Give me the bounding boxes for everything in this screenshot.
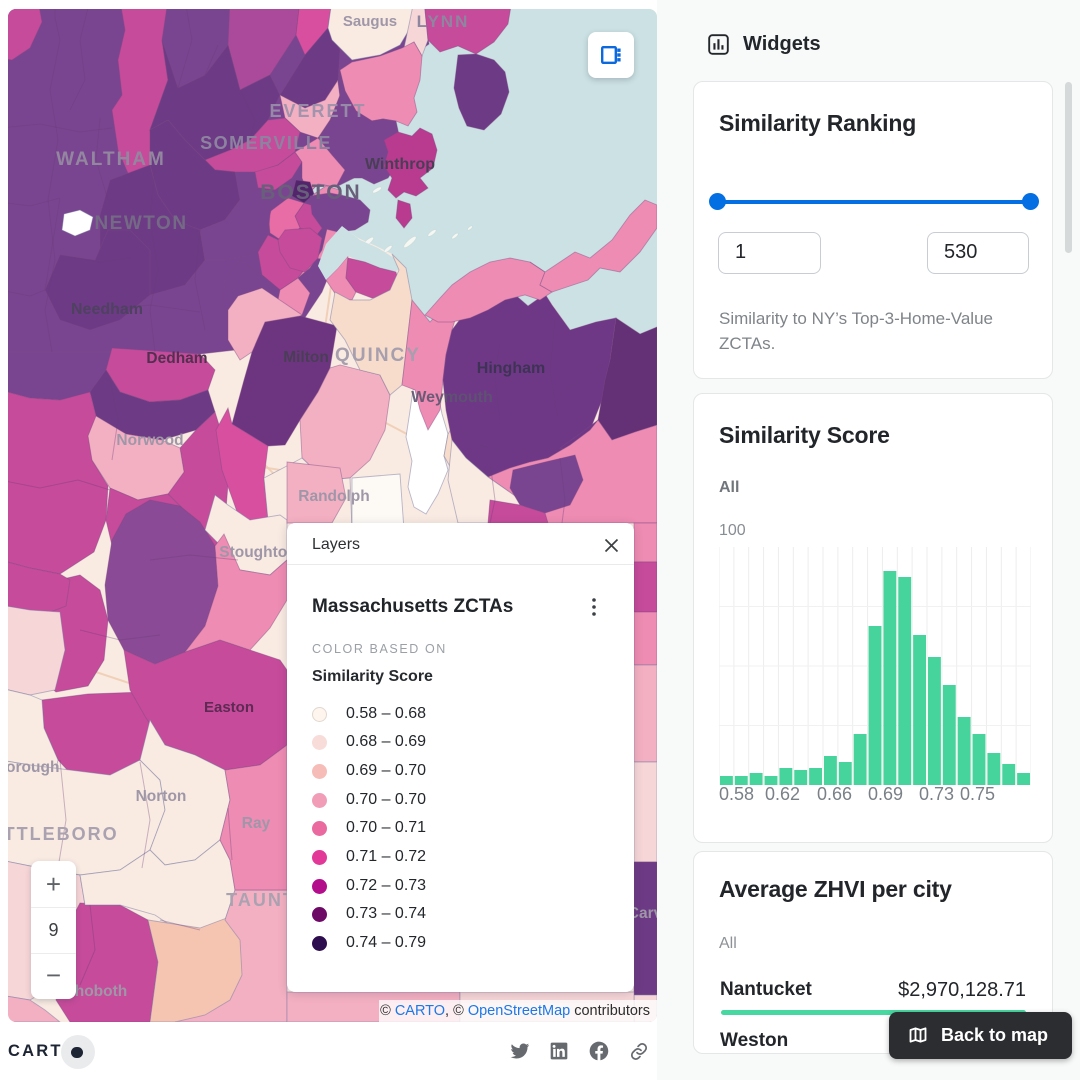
svg-text:Needham: Needham: [71, 301, 143, 318]
svg-text:hoboth: hoboth: [75, 983, 128, 1000]
svg-text:Stoughton: Stoughton: [219, 544, 296, 561]
svg-text:SOMERVILLE: SOMERVILLE: [200, 133, 332, 153]
svg-text:Norwood: Norwood: [116, 432, 183, 449]
svg-text:Easton: Easton: [204, 699, 254, 716]
svg-text:ATTLEBORO: ATTLEBORO: [8, 824, 119, 844]
svg-text:Saugus: Saugus: [343, 13, 397, 30]
svg-text:Weymouth: Weymouth: [411, 389, 492, 406]
svg-text:Winthrop: Winthrop: [365, 156, 435, 173]
svg-text:Hingham: Hingham: [477, 360, 545, 377]
svg-text:Norton: Norton: [136, 788, 187, 805]
svg-text:borough: borough: [8, 759, 59, 776]
svg-text:LYNN: LYNN: [417, 12, 470, 31]
svg-text:NEWTON: NEWTON: [94, 213, 187, 234]
svg-text:QUINCY: QUINCY: [335, 345, 421, 366]
svg-text:Dedham: Dedham: [146, 350, 207, 367]
svg-text:Milton: Milton: [283, 349, 329, 366]
svg-text:WALTHAM: WALTHAM: [56, 149, 166, 170]
svg-text:Ray: Ray: [242, 815, 271, 832]
svg-text:EVERETT: EVERETT: [269, 101, 366, 121]
svg-text:Carv: Carv: [628, 905, 657, 922]
svg-text:TAUNT: TAUNT: [226, 890, 296, 910]
svg-text:Randolph: Randolph: [298, 488, 369, 505]
svg-text:BOSTON: BOSTON: [260, 181, 361, 204]
